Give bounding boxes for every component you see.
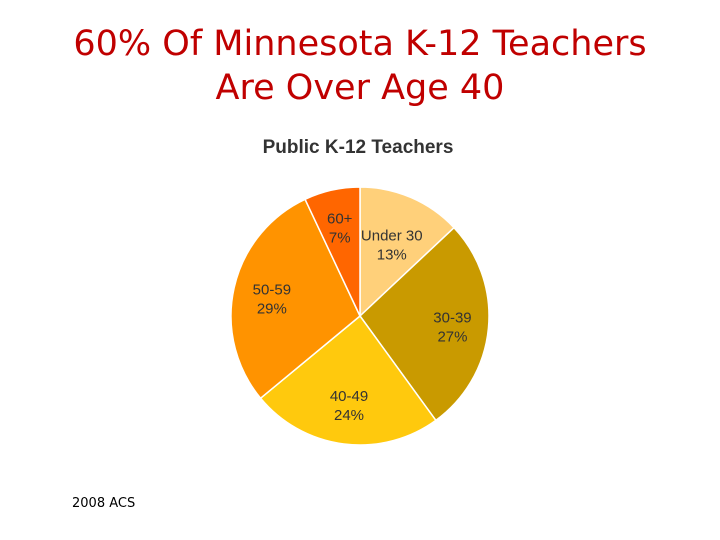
- slice-label-30-39: 30-39 27%: [433, 310, 471, 346]
- slice-category-label: 30-39: [433, 310, 471, 327]
- pie-slice-60: [304, 186, 361, 317]
- slide-title: 60% Of Minnesota K-12 Teachers Are Over …: [0, 22, 720, 110]
- pie-slice-40-49: [259, 314, 437, 446]
- slice-category-label: Under 30: [361, 228, 423, 245]
- slice-category-label: 40-49: [330, 388, 368, 405]
- slide-title-line-1: 60% Of Minnesota K-12 Teachers: [73, 24, 647, 64]
- slice-label-50-59: 50-59 29%: [253, 281, 291, 317]
- pie-slice-under-30: [359, 186, 456, 318]
- chart-title: Public K-12 Teachers: [263, 137, 454, 158]
- pie-slice-30-39: [359, 226, 490, 422]
- slice-label-60: 60+ 7%: [327, 210, 353, 246]
- slide-title-line-2: Are Over Age 40: [215, 68, 505, 108]
- slice-label-40-49: 40-49 24%: [330, 388, 368, 424]
- slice-value-label: 13%: [377, 247, 407, 264]
- slice-category-label: 50-59: [253, 281, 291, 298]
- pie-slice-labels: Under 30 13%30-39 27%40-49 24%50-59 29%60+ 7%: [253, 210, 472, 424]
- slice-value-label: 24%: [334, 407, 364, 424]
- pie-slices: [230, 186, 490, 446]
- slice-value-label: 29%: [257, 300, 287, 317]
- slice-label-under-30: Under 30 13%: [361, 228, 423, 264]
- slice-value-label: 27%: [437, 329, 467, 346]
- slice-value-label: 7%: [329, 229, 351, 246]
- source-note: 2008 ACS: [72, 496, 136, 511]
- slice-category-label: 60+: [327, 210, 353, 227]
